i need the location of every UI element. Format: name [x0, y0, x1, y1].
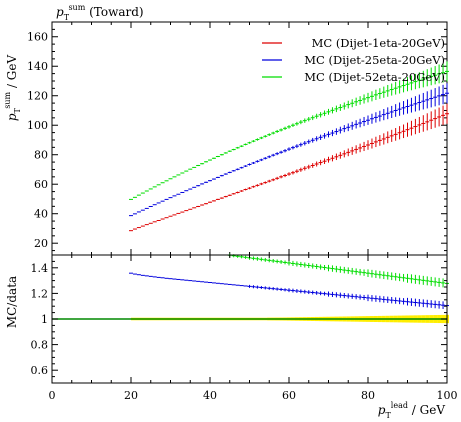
main-y-tick-label: 40 — [34, 208, 48, 221]
main-y-tick-label: 20 — [34, 237, 48, 250]
main-y-tick-label: 100 — [27, 119, 48, 132]
legend-label-1eta: MC (Dijet-1eta-20GeV) — [312, 36, 445, 50]
x-axis: 0 20 40 60 80 100 — [49, 255, 458, 402]
x-tick-label: 20 — [124, 389, 138, 402]
series-2 — [129, 61, 449, 200]
main-y-tick-label: 140 — [27, 60, 48, 73]
series-1 — [129, 83, 449, 217]
x-tick-label: 100 — [437, 389, 458, 402]
x-tick-label: 60 — [282, 389, 296, 402]
ratio-y-axis: 0.6 0.8 1 1.2 1.4 — [31, 260, 447, 377]
main-y-tick-label: 80 — [34, 149, 48, 162]
main-series-layer — [129, 61, 449, 232]
ratio-y-tick-label: 0.6 — [31, 364, 49, 377]
x-tick-label: 80 — [361, 389, 375, 402]
ratio-series-2 — [227, 253, 449, 288]
main-plot: 20 40 60 80 100 120 140 160 pTsum / GeV MC (Dij… — [3, 21, 449, 256]
ratio-series-1 — [129, 272, 449, 310]
chart-title: pTsum (Toward) — [56, 3, 144, 22]
main-y-axis-label: pTsum / GeV — [3, 55, 22, 122]
main-y-tick-label: 60 — [34, 178, 48, 191]
ratio-y-axis-label: MC/data — [5, 276, 19, 328]
ratio-y-tick-label: 1.4 — [31, 262, 49, 275]
main-y-axis: 20 40 60 80 100 120 140 160 — [27, 22, 448, 255]
ratio-plot: 0.6 0.8 1 1.2 1.4 0 20 40 60 80 100 MC/data pTlea… — [5, 253, 458, 420]
x-axis-label: pTlead / GeV — [378, 401, 446, 420]
legend: MC (Dijet-1eta-20GeV) MC (Dijet-25eta-20… — [262, 36, 445, 84]
series-0 — [129, 103, 449, 232]
ratio-y-tick-label: 1 — [41, 313, 48, 326]
ratio-series-layer — [129, 253, 449, 310]
main-y-tick-label: 160 — [27, 31, 48, 44]
ratio-y-tick-label: 1.2 — [31, 287, 49, 300]
x-tick-label: 40 — [203, 389, 217, 402]
legend-label-25eta: MC (Dijet-25eta-20GeV) — [304, 53, 445, 67]
ratio-y-tick-label: 0.8 — [31, 339, 49, 352]
x-tick-label: 0 — [49, 389, 56, 402]
main-y-tick-label: 120 — [27, 90, 48, 103]
legend-label-52eta: MC (Dijet-52eta-20GeV) — [304, 70, 445, 84]
